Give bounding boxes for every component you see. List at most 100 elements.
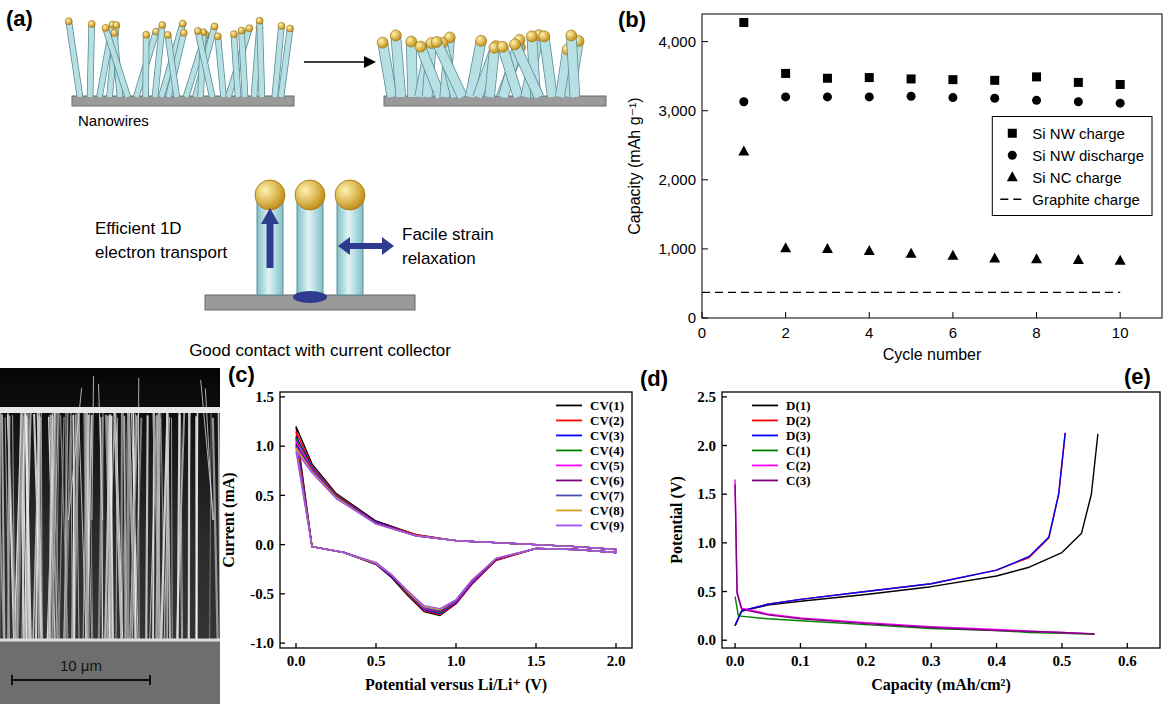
y-tick [280, 495, 285, 496]
series-line [735, 484, 1095, 633]
plot-frame [722, 392, 1160, 648]
sem-wire [146, 415, 147, 640]
nanowire [490, 48, 495, 97]
transport-label-line: Efficient 1D [95, 219, 182, 238]
sem-stray-wire [201, 380, 214, 520]
series-line [735, 433, 1065, 626]
catalyst-tip [194, 27, 201, 34]
legend-swatch [752, 480, 778, 482]
y-tick [722, 396, 727, 397]
catalyst-tip [102, 24, 109, 31]
x-tick [785, 312, 786, 318]
y-tick-label: 0.5 [697, 584, 716, 600]
nanowire [218, 36, 224, 97]
catalyst-tip [415, 41, 426, 52]
series-line [296, 431, 616, 614]
nanowire-array [65, 17, 293, 97]
x-tick-label: 1.0 [447, 653, 466, 669]
sem-wire [53, 412, 56, 640]
nanowire-outline [260, 21, 262, 97]
catalyst-tip [526, 31, 537, 42]
legend-label: Si NW discharge [1032, 147, 1144, 164]
y-tick-label: 1.5 [697, 486, 716, 502]
x-tick [931, 643, 932, 648]
legend-label: CV(4) [590, 443, 624, 458]
nanowire [281, 29, 290, 97]
marker-circle [1116, 99, 1125, 108]
sem-wire [116, 413, 123, 640]
strain-label: Facile strainrelaxation [402, 225, 494, 268]
nanowire [234, 34, 238, 97]
legend-swatch [752, 405, 778, 407]
sem-wire [90, 412, 93, 640]
legend-swatch [556, 420, 582, 422]
strain-arrow-head [382, 237, 394, 255]
catalyst-tip [390, 30, 401, 41]
legend-label: CV(6) [590, 473, 624, 488]
marker-triangle [1073, 254, 1084, 264]
sem-wire [105, 415, 110, 640]
nanowire [515, 44, 539, 97]
y-tick-label: 0.0 [697, 632, 716, 648]
legend-swatch [752, 450, 778, 452]
sem-stray-wire [99, 384, 103, 520]
legend-label: Graphite charge [1032, 191, 1140, 208]
legend-label: D(2) [786, 413, 811, 428]
x-axis-title: Potential versus Li/Li⁺ (V) [365, 676, 547, 694]
y-tick-label: 2.5 [697, 389, 716, 405]
marker-triangle [822, 243, 833, 253]
nanowire-outline [90, 24, 92, 97]
legend-swatch [1000, 198, 1024, 200]
nanowire-outline [478, 46, 496, 97]
y-tick-label: -0.5 [250, 586, 274, 602]
y-axis-title: Current (mA) [220, 472, 238, 567]
catalyst-tip [143, 31, 150, 38]
y-axis-title: Capacity (mAh g⁻¹) [626, 97, 643, 234]
legend-label: CV(3) [590, 428, 624, 443]
series-line [735, 433, 1065, 626]
y-tick [722, 445, 727, 446]
x-tick [734, 643, 735, 648]
nanowire-outline [142, 35, 149, 97]
y-tick [702, 41, 708, 42]
strain-arrow-head [338, 237, 350, 255]
nanowire [228, 28, 249, 97]
x-tick-label: 0.6 [1118, 653, 1137, 669]
marker-triangle [738, 145, 749, 155]
legend: Si NW chargeSi NW dischargeSi NC chargeG… [1000, 125, 1144, 208]
y-tick [280, 396, 285, 397]
series-line [296, 448, 616, 609]
nanowire-outline [544, 36, 552, 97]
legend-label: CV(9) [590, 518, 624, 533]
sem-interface [0, 639, 220, 642]
legend-label: CV(2) [590, 413, 624, 428]
nanowire-outline [195, 26, 214, 97]
y-tick [280, 446, 285, 447]
catalyst-tip [377, 37, 388, 48]
y-tick-label: 0.0 [255, 537, 274, 553]
catalyst-tip [211, 23, 218, 30]
legend-swatch [556, 480, 582, 482]
panel-label: (a) [6, 6, 33, 31]
arrow-shaft [304, 61, 366, 63]
legend: CV(1)CV(2)CV(3)CV(4)CV(5)CV(6)CV(7)CV(8)… [556, 398, 624, 533]
marker-square [1074, 78, 1083, 87]
x-tick-label: 1.5 [527, 653, 546, 669]
nanowire-cylinder [257, 200, 283, 295]
sem-wire [79, 413, 87, 640]
legend-swatch [556, 525, 582, 527]
x-tick-label: 0.1 [791, 653, 810, 669]
y-tick-label: 1.5 [255, 389, 274, 405]
nanowire [383, 43, 392, 97]
legend-swatch [556, 510, 582, 512]
sem-wire [177, 411, 184, 640]
catalyst-tip [431, 37, 442, 48]
nanowire-outline [383, 43, 392, 97]
sem-wire [153, 412, 160, 640]
x-tick [865, 643, 866, 648]
scale-bar-end [11, 675, 13, 685]
nanowire [69, 21, 80, 97]
nanowire [411, 42, 412, 97]
marker-circle [1032, 96, 1041, 105]
sem-stray-wire [138, 378, 139, 520]
